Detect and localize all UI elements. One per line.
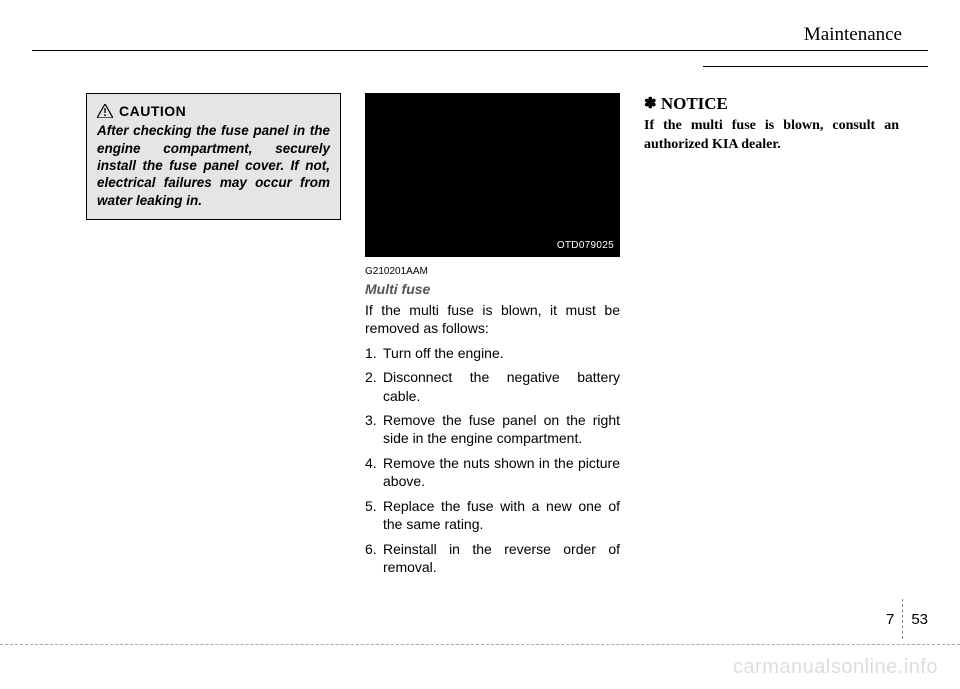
header-rule: [32, 50, 928, 51]
steps-list: 1.Turn off the engine. 2.Disconnect the …: [365, 344, 620, 577]
notice-body: If the multi fuse is blown, consult an a…: [644, 117, 899, 153]
step-number: 4.: [365, 454, 383, 491]
caution-icon: [97, 104, 113, 118]
columns: CAUTION After checking the fuse panel in…: [86, 93, 906, 583]
step-number: 2.: [365, 368, 383, 405]
step-text: Turn off the engine.: [383, 344, 620, 362]
subheading-multi-fuse: Multi fuse: [365, 280, 620, 298]
notice-symbol: ✽: [644, 96, 657, 112]
figure-label: OTD079025: [557, 239, 614, 252]
column-2: OTD079025 G210201AAM Multi fuse If the m…: [365, 93, 620, 583]
step-number: 1.: [365, 344, 383, 362]
page-number: 53: [905, 611, 928, 628]
list-item: 3.Remove the fuse panel on the right sid…: [365, 411, 620, 448]
watermark: carmanualsonline.info: [733, 656, 938, 679]
step-text: Remove the nuts shown in the picture abo…: [383, 454, 620, 491]
list-item: 5.Replace the fuse with a new one of the…: [365, 497, 620, 534]
footer-page-number: 7 53: [886, 599, 928, 639]
header-section: Maintenance: [86, 24, 906, 46]
step-text: Remove the fuse panel on the right side …: [383, 411, 620, 448]
caution-title: CAUTION: [119, 102, 186, 120]
page: Maintenance CAUTION After checking the f…: [0, 0, 960, 689]
step-number: 6.: [365, 540, 383, 577]
figure-multi-fuse: OTD079025: [365, 93, 620, 257]
intro-paragraph: If the multi fuse is blown, it must be r…: [365, 301, 620, 338]
list-item: 1.Turn off the engine.: [365, 344, 620, 362]
list-item: 6.Reinstall in the reverse order of remo…: [365, 540, 620, 577]
caution-body: After checking the fuse panel in the eng…: [97, 122, 330, 208]
notice-heading: ✽ NOTICE: [644, 93, 899, 115]
step-text: Replace the fuse with a new one of the s…: [383, 497, 620, 534]
caution-title-row: CAUTION: [97, 102, 330, 120]
header-rule-accent: [703, 66, 928, 67]
column-1: CAUTION After checking the fuse panel in…: [86, 93, 341, 583]
footer-dashed-rule: [0, 644, 960, 645]
step-text: Reinstall in the reverse order of remova…: [383, 540, 620, 577]
list-item: 2.Disconnect the negative battery cable.: [365, 368, 620, 405]
step-number: 3.: [365, 411, 383, 448]
column-3: ✽ NOTICE If the multi fuse is blown, con…: [644, 93, 899, 583]
step-text: Disconnect the negative battery cable.: [383, 368, 620, 405]
notice-title: NOTICE: [661, 94, 728, 113]
caution-box: CAUTION After checking the fuse panel in…: [86, 93, 341, 220]
procedure-code: G210201AAM: [365, 265, 620, 278]
step-number: 5.: [365, 497, 383, 534]
footer-separator: [902, 599, 903, 639]
list-item: 4.Remove the nuts shown in the picture a…: [365, 454, 620, 491]
chapter-number: 7: [886, 611, 900, 628]
